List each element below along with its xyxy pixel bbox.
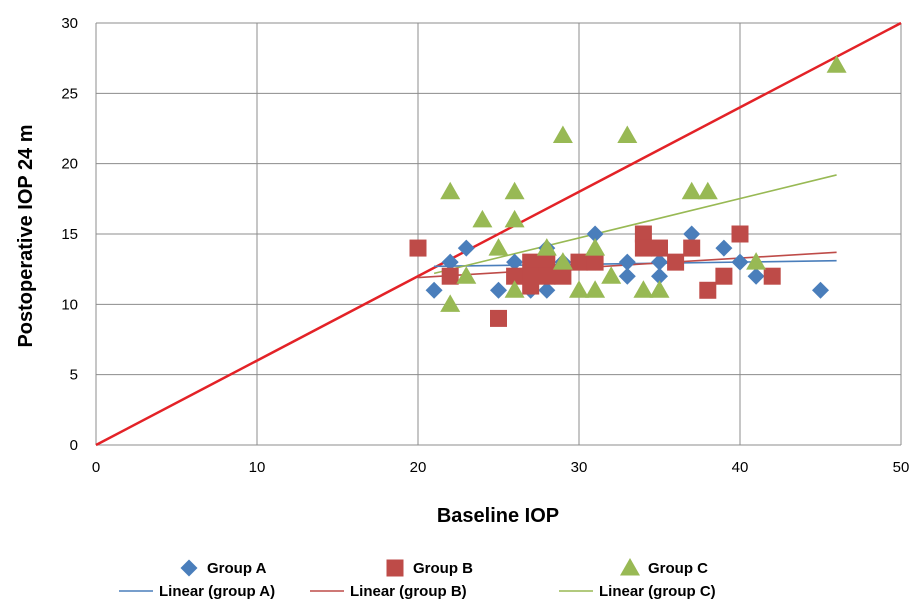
legend-label: Group A <box>207 560 267 577</box>
legend-marker <box>620 558 640 576</box>
data-point <box>618 253 636 271</box>
data-point <box>536 238 557 256</box>
data-point <box>457 239 475 257</box>
y-tick-label: 30 <box>61 15 78 32</box>
legend-label: Linear (group B) <box>350 583 467 600</box>
data-point <box>731 253 749 271</box>
data-point <box>554 267 572 285</box>
data-point <box>633 280 654 298</box>
legend-label: Linear (group C) <box>599 583 716 600</box>
data-point <box>552 252 573 270</box>
data-point <box>440 181 461 200</box>
data-point <box>649 280 670 298</box>
data-point <box>570 253 588 271</box>
data-point <box>490 281 507 299</box>
data-point <box>538 253 556 271</box>
data-point <box>683 225 701 243</box>
grid <box>95 22 902 446</box>
legend-label: Group B <box>413 560 473 577</box>
data-point <box>681 181 702 200</box>
data-point <box>441 253 459 271</box>
data-point <box>683 239 701 257</box>
data-point <box>425 281 443 299</box>
data-point <box>490 309 507 327</box>
x-tick-label: 10 <box>249 459 266 476</box>
y-tick-label: 10 <box>61 296 78 313</box>
tick-labels: 0 10 20 30 40 50 0 5 10 15 20 25 30 <box>61 15 909 476</box>
data-point <box>504 280 525 298</box>
y-tick-label: 25 <box>61 85 78 102</box>
data-point <box>715 239 733 257</box>
data-point <box>538 267 556 285</box>
data-point <box>747 267 765 285</box>
data-point <box>699 281 717 299</box>
data-point <box>618 267 636 285</box>
x-tick-label: 0 <box>92 459 100 476</box>
data-point <box>441 267 459 285</box>
y-axis-title: Postoperative IOP 24 m <box>15 124 37 347</box>
data-points <box>409 55 847 327</box>
data-point <box>697 181 718 200</box>
data-point <box>651 253 668 271</box>
legend: Group A Group B Group C Linear (group A) Lin… <box>119 558 716 600</box>
data-point <box>826 55 847 73</box>
data-point <box>472 209 493 228</box>
data-point <box>651 267 668 285</box>
x-axis-title: Baseline IOP <box>437 505 559 527</box>
data-point <box>585 280 606 298</box>
data-point <box>731 225 749 243</box>
data-point <box>409 239 427 257</box>
data-point <box>601 266 622 284</box>
x-tick-label: 50 <box>893 459 910 476</box>
y-tick-label: 0 <box>70 437 78 454</box>
data-point <box>715 267 733 285</box>
reference-line <box>95 21 902 447</box>
data-point <box>569 280 589 298</box>
data-point <box>585 238 606 256</box>
data-point <box>552 125 573 144</box>
legend-marker <box>386 559 404 577</box>
legend-label: Linear (group A) <box>159 583 275 600</box>
x-tick-label: 30 <box>571 459 588 476</box>
x-tick-label: 20 <box>410 459 427 476</box>
series-square <box>409 225 781 327</box>
data-point <box>456 266 477 284</box>
data-point <box>504 181 525 200</box>
trendline <box>434 259 837 268</box>
data-point <box>506 267 524 285</box>
data-point <box>746 252 767 270</box>
data-point <box>538 281 556 299</box>
data-point <box>506 253 524 271</box>
reference-line-layer <box>95 21 902 447</box>
data-point <box>812 281 829 299</box>
data-point <box>522 253 540 271</box>
data-point <box>634 239 652 257</box>
data-point <box>634 225 652 243</box>
data-point <box>586 225 604 243</box>
trendline <box>433 174 837 275</box>
data-point <box>763 267 781 285</box>
data-point <box>651 239 668 257</box>
y-tick-label: 20 <box>61 156 78 173</box>
data-point <box>586 253 604 271</box>
x-tick-label: 40 <box>732 459 749 476</box>
series-triangle <box>440 55 847 312</box>
legend-label: Group C <box>648 560 708 577</box>
legend-marker <box>180 559 198 577</box>
data-point <box>522 277 540 295</box>
y-tick-label: 5 <box>70 367 78 384</box>
data-point <box>617 125 638 144</box>
y-tick-label: 15 <box>61 226 78 243</box>
data-point <box>488 238 509 256</box>
data-point <box>504 209 525 228</box>
data-point <box>440 294 461 312</box>
data-point <box>667 253 685 271</box>
